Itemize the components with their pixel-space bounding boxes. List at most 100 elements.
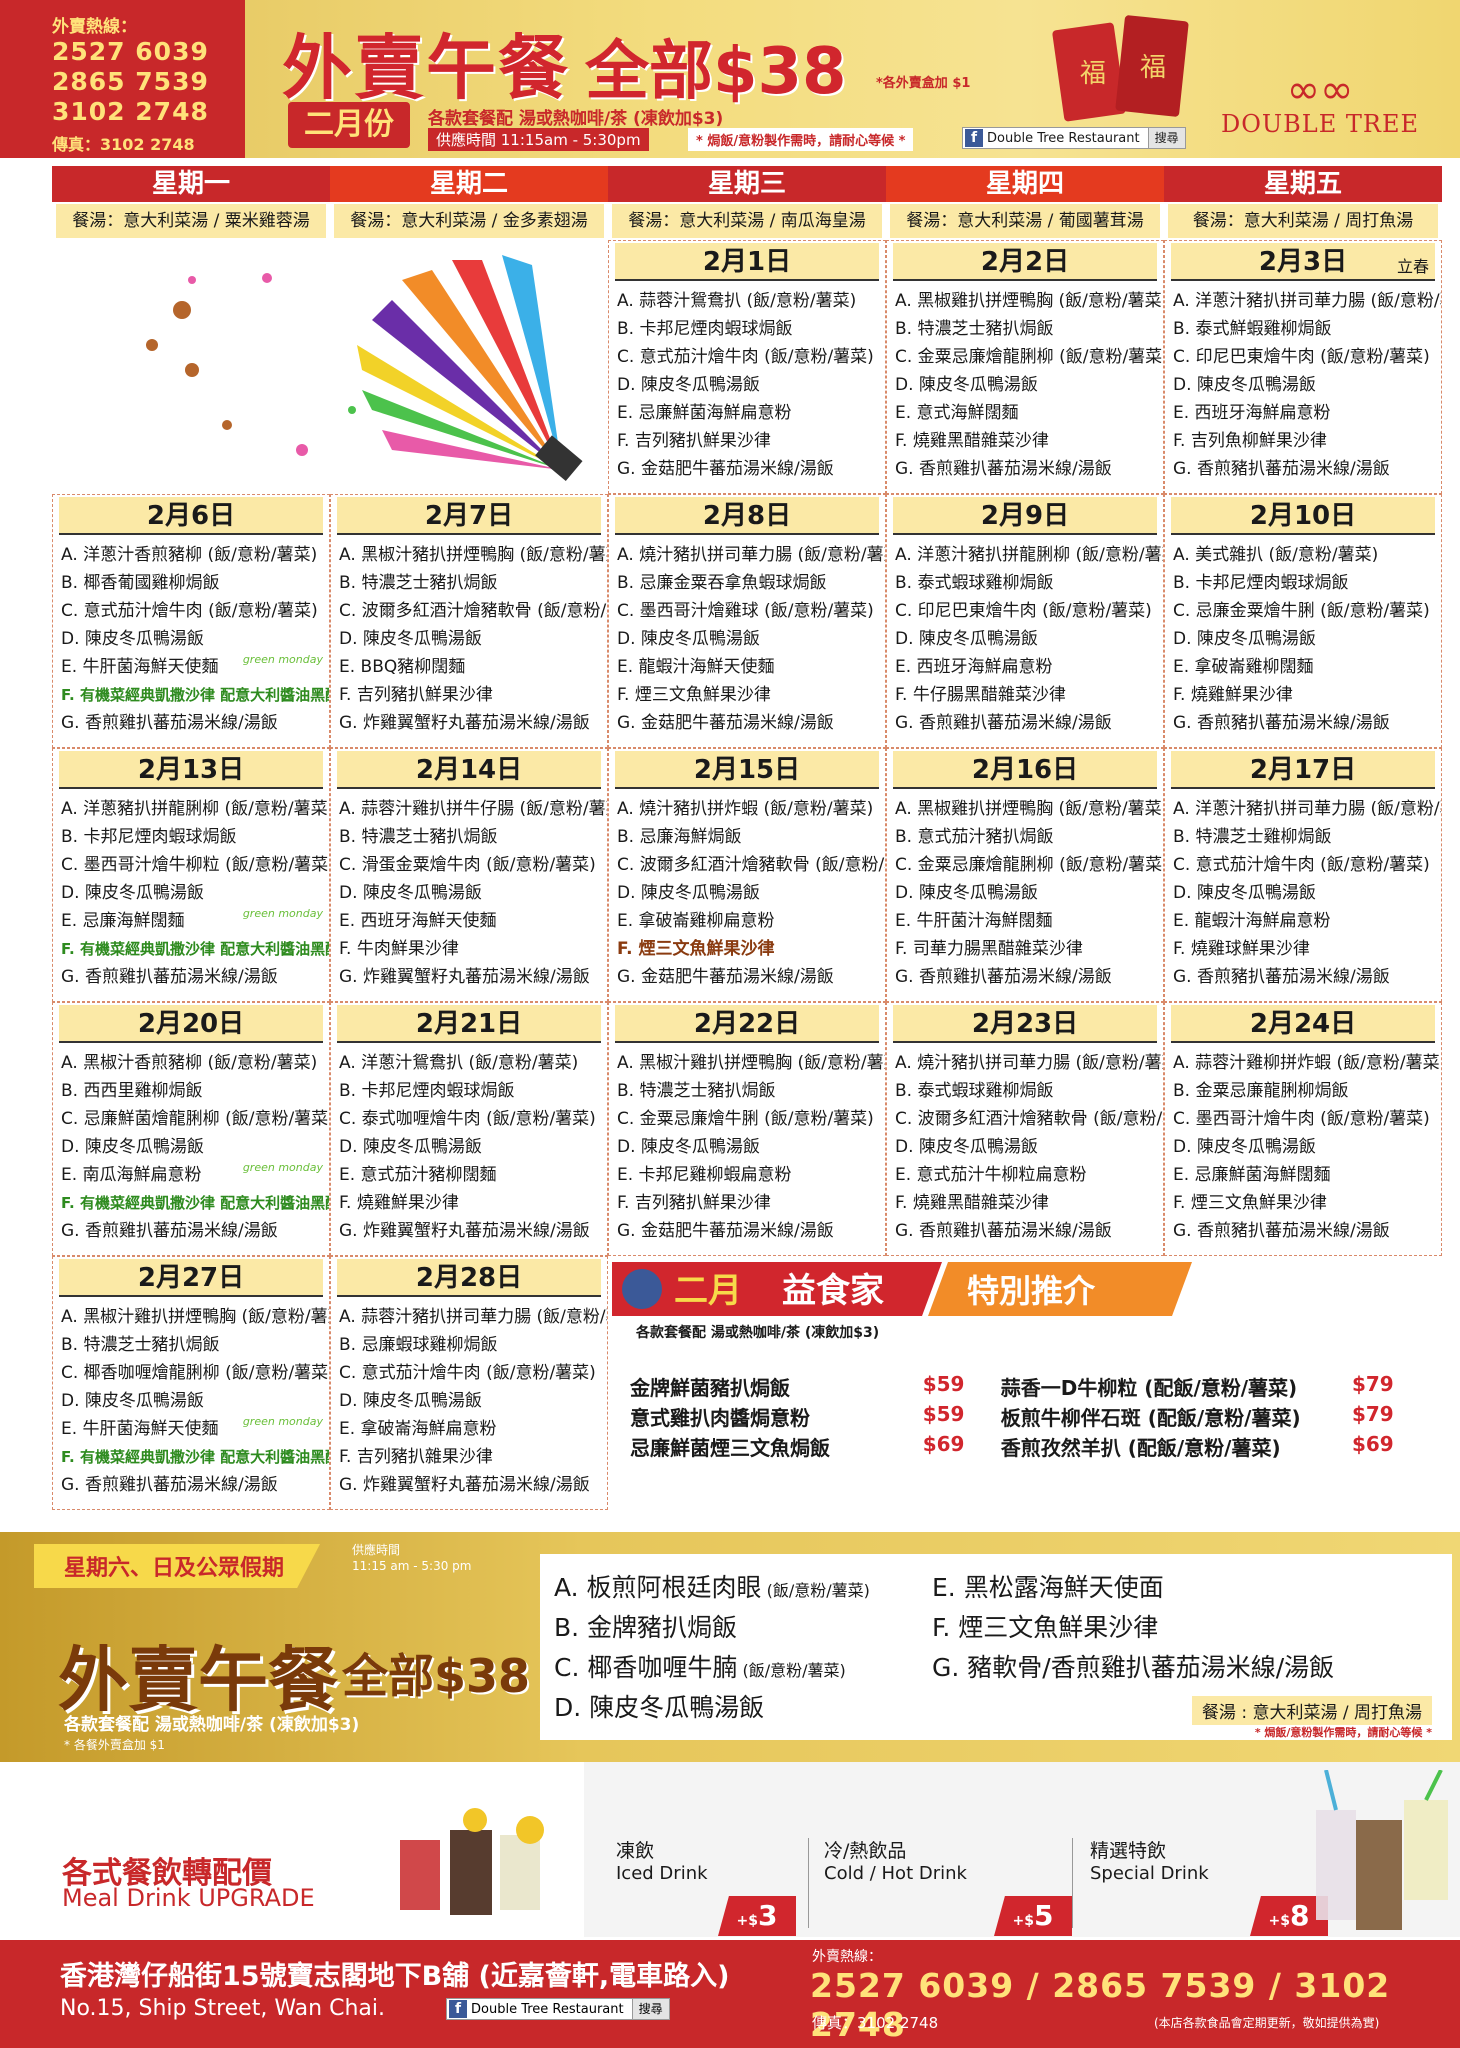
day-date: 2月6日 [59, 497, 323, 535]
menu-item: G. 香煎雞扒蕃茄湯米線/湯飯 [61, 967, 278, 987]
menu-item: C. 意式茄汁燴牛肉 (飯/意粉/薯菜) [339, 1363, 596, 1383]
menu-item: F. 煙三文魚鮮果沙律 [617, 939, 775, 959]
menu-item: C. 墨西哥汁燴牛柳粒 (飯/意粉/薯菜) [61, 855, 329, 875]
menu-item: C. 椰香咖喱燴龍脷柳 (飯/意粉/薯菜) [61, 1363, 329, 1383]
menu-item: A. 洋蔥汁豬扒拼龍脷柳 (飯/意粉/薯菜) [895, 545, 1163, 565]
weekend-tag: 星期六、日及公眾假期 [34, 1544, 321, 1588]
menu-item: A. 洋蔥汁鴛鴦扒 (飯/意粉/薯菜) [339, 1053, 579, 1073]
day-menu-list: A. 蒜蓉汁鴛鴦扒 (飯/意粉/薯菜) B. 卡邦尼煙肉蝦球焗飯 C. 意式茄汁燴牛… [609, 281, 885, 483]
day-date: 2月23日 [893, 1005, 1157, 1043]
solar-term: 立春 [1396, 257, 1429, 276]
menu-item: E. 西班牙海鮮扁意粉 [1173, 403, 1331, 423]
menu-item: A. 洋蔥汁豬扒拼司華力腸 (飯/意粉/薯菜) [1173, 799, 1441, 819]
menu-item: E. 忌廉鮮菌海鮮闊麵 [1173, 1165, 1331, 1185]
weekday-header-row: 星期一 星期二 星期三 星期四 星期五 [52, 166, 1442, 202]
menu-item: F. 燒雞鮮果沙律 [339, 1193, 459, 1213]
price-headline: 全部$38 [585, 35, 847, 109]
menu-item: G. 炸雞翼蟹籽丸蕃茄湯米線/湯飯 [339, 713, 590, 733]
day-menu-cell: 2月1日 A. 蒜蓉汁鴛鴦扒 (飯/意粉/薯菜) B. 卡邦尼煙肉蝦球焗飯 C. 意式… [608, 240, 886, 494]
day-menu-cell: 2月6日 A. 洋蔥汁香煎豬柳 (飯/意粉/薯菜) B. 椰香葡國雞柳焗飯 C. 意式… [52, 494, 330, 748]
drink-option-price: +$3 [718, 1896, 796, 1936]
recommend-title: 益食家 [782, 1271, 884, 1311]
menu-item: A. 黑椒汁豬扒拼煙鴨胸 (飯/意粉/薯菜) [339, 545, 607, 565]
day-menu-cell: 2月17日 A. 洋蔥汁豬扒拼司華力腸 (飯/意粉/薯菜) B. 特濃芝士雞柳焗飯 C… [1164, 748, 1442, 1002]
facebook-search-button[interactable]: 搜尋 [631, 1999, 669, 2019]
menu-item: C. 金粟忌廉燴龍脷柳 (飯/意粉/薯菜) [895, 347, 1163, 367]
day-date: 2月9日 [893, 497, 1157, 535]
menu-item: A. 燒汁豬扒拼炸蝦 (飯/意粉/薯菜) [617, 799, 874, 819]
menu-item: A. 蒜蓉汁雞扒拼牛仔腸 (飯/意粉/薯菜) [339, 799, 607, 819]
hotline-number[interactable]: 2865 7539 [52, 67, 209, 96]
day-menu-list: A. 黑椒汁雞扒拼煙鴨胸 (飯/意粉/薯菜) B. 特濃芝士豬扒焗飯 C. 金粟忌廉… [609, 1043, 885, 1245]
menu-item: G. 炸雞翼蟹籽丸蕃茄湯米線/湯飯 [339, 967, 590, 987]
day-menu-cell: 2月24日 A. 蒜蓉汁雞柳拼炸蝦 (飯/意粉/薯菜) B. 金粟忌廉龍脷柳焗飯 C.… [1164, 1002, 1442, 1256]
green-monday-logo: green monday [242, 1161, 323, 1174]
menu-item: D. 陳皮冬瓜鴨湯飯 [339, 629, 482, 649]
day-date: 2月10日 [1171, 497, 1435, 535]
facebook-search-box[interactable]: f Double Tree Restaurant 搜尋 [446, 1998, 670, 2020]
wait-warning: * 焗飯/意粉製作需時，請耐心等候 * [688, 128, 914, 151]
menu-item: E. 龍蝦汁海鮮天使麵 [617, 657, 775, 677]
menu-item: A. 蒜蓉汁雞柳拼炸蝦 (飯/意粉/薯菜) [1173, 1053, 1441, 1073]
day-menu-cell: 2月8日 A. 燒汁豬扒拼司華力腸 (飯/意粉/薯菜) B. 忌廉金粟吞拿魚蝦球焗飯… [608, 494, 886, 748]
weekday-label: 星期一 [151, 169, 230, 199]
drink-option: 凍飲 Iced Drink +$3 [616, 1836, 796, 1936]
day-menu-list: A. 洋蔥豬扒拼龍脷柳 (飯/意粉/薯菜) B. 卡邦尼煙肉蝦球焗飯 C. 墨西哥汁… [53, 789, 329, 991]
day-menu-list: A. 洋蔥汁豬扒拼龍脷柳 (飯/意粉/薯菜) B. 泰式蝦球雞柳焗飯 C. 印尼巴東… [887, 535, 1163, 737]
drink-option: 冷/熱飲品 Cold / Hot Drink +$5 [824, 1836, 1072, 1936]
weekend-menu-item: G. 豬軟骨/香煎雞扒蕃茄湯米線/湯飯 [932, 1653, 1335, 1682]
firework-illustration [146, 255, 583, 482]
menu-item: F. 有機菜經典凱撒沙律 配意大利醬油黑醋汁或凱撒沙律醬 [61, 1448, 329, 1466]
menu-item: F. 燒雞黑醋雜菜沙律 [895, 431, 1049, 451]
facebook-page-name[interactable]: Double Tree Restaurant [987, 130, 1140, 146]
menu-item: E. 意式茄汁豬柳闊麵 [339, 1165, 497, 1185]
menu-item: D. 陳皮冬瓜鴨湯飯 [617, 1137, 760, 1157]
day-date: 2月7日 [337, 497, 601, 535]
menu-item: G. 金菇肥牛蕃茄湯米線/湯飯 [617, 967, 834, 987]
menu-item: C. 忌廉金粟燴牛脷 (飯/意粉/薯菜) [1173, 601, 1430, 621]
menu-item: A. 洋蔥豬扒拼龍脷柳 (飯/意粉/薯菜) [61, 799, 329, 819]
day-menu-list: A. 洋蔥汁豬扒拼司華力腸 (飯/意粉/薯菜) B. 特濃芝士雞柳焗飯 C. 意式茄… [1165, 789, 1441, 991]
daily-soup: 餐湯：意大利菜湯 / 南瓜海皇湯 [612, 204, 882, 238]
menu-item: E. 牛肝菌海鮮天使麵 [61, 1419, 219, 1439]
weekend-title: 外賣午餐 [58, 1639, 338, 1721]
menu-item: E. 拿破崙雞柳闊麵 [1173, 657, 1314, 677]
daily-soup: 餐湯：意大利菜湯 / 葡國薯茸湯 [890, 204, 1160, 238]
day-menu-cell: 2月27日 A. 黑椒汁雞扒拼煙鴨胸 (飯/意粉/薯菜) B. 特濃芝士豬扒焗飯 C.… [52, 1256, 330, 1510]
hotline-label: 外賣熱線： [52, 17, 137, 37]
menu-item: F. 有機菜經典凱撒沙律 配意大利醬油黑醋汁或凱撒沙律醬 [61, 686, 329, 704]
recommend-row: 忌廉鮮菌煙三文魚焗飯 $69 香煎孜然羊扒 (配飯/意粉/薯菜) $69 [630, 1432, 1430, 1462]
menu-item: B. 忌廉金粟吞拿魚蝦球焗飯 [617, 573, 827, 593]
day-date: 2月17日 [1171, 751, 1435, 789]
menu-item: D. 陳皮冬瓜鴨湯飯 [61, 883, 204, 903]
knot-icon: ∞∞ [1286, 67, 1354, 113]
daily-soup: 餐湯：意大利菜湯 / 金多素翅湯 [334, 204, 604, 238]
menu-item: C. 滑蛋金粟燴牛肉 (飯/意粉/薯菜) [339, 855, 596, 875]
menu-item: B. 西西里雞柳焗飯 [61, 1081, 203, 1101]
hotline-number[interactable]: 2527 6039 [52, 37, 209, 66]
weekday-label: 星期五 [1263, 169, 1342, 199]
menu-item: E. 西班牙海鮮扁意粉 [895, 657, 1053, 677]
facebook-search-button[interactable]: 搜尋 [1147, 128, 1185, 148]
menu-item: B. 卡邦尼煙肉蝦球焗飯 [339, 1081, 515, 1101]
day-date: 2月20日 [59, 1005, 323, 1043]
recommend-item-price: $59 [922, 1372, 965, 1396]
menu-item: F. 燒雞黑醋雜菜沙律 [895, 1193, 1049, 1213]
facebook-search-box[interactable]: f Double Tree Restaurant 搜尋 [962, 127, 1186, 149]
daily-soup: 餐湯：意大利菜湯 / 周打魚湯 [1168, 204, 1438, 238]
day-menu-cell: 2月23日 A. 燒汁豬扒拼司華力腸 (飯/意粉/薯菜) B. 泰式蝦球雞柳焗飯 C.… [886, 1002, 1164, 1256]
hotline-number[interactable]: 3102 2748 [52, 97, 209, 126]
menu-item: F. 煙三文魚鮮果沙律 [1173, 1193, 1327, 1213]
day-menu-list: A. 蒜蓉汁雞柳拼炸蝦 (飯/意粉/薯菜) B. 金粟忌廉龍脷柳焗飯 C. 墨西哥汁… [1165, 1043, 1441, 1245]
facebook-page-name[interactable]: Double Tree Restaurant [471, 2001, 624, 2017]
footer-hotline-numbers[interactable]: 2527 6039 / 2865 7539 / 3102 2748 [810, 1966, 1391, 2044]
day-menu-cell: 2月9日 A. 洋蔥汁豬扒拼龍脷柳 (飯/意粉/薯菜) B. 泰式蝦球雞柳焗飯 C. … [886, 494, 1164, 748]
brand-name: DOUBLE TREE [1221, 110, 1419, 138]
day-date: 2月27日 [59, 1259, 323, 1297]
footer-hotline-label: 外賣熱線： [812, 1949, 882, 1965]
menu-item: E. 忌廉海鮮闊麵 [61, 911, 185, 931]
menu-item: E. 拿破崙海鮮扁意粉 [339, 1419, 497, 1439]
special-drinks-illustration [1316, 1770, 1448, 1930]
recommend-special: 特別推介 [967, 1272, 1096, 1310]
recommend-item-name: 意式雞扒肉醬焗意粉 [630, 1406, 810, 1430]
